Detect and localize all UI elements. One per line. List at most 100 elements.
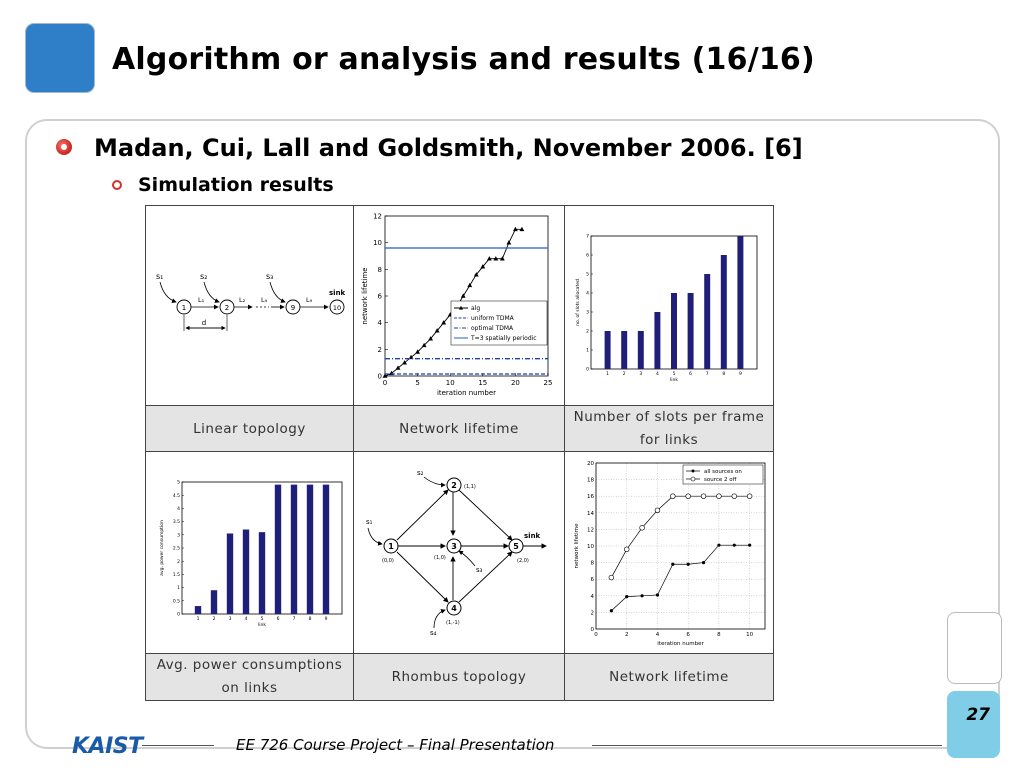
bar [290,484,298,614]
x-tick-label: 4 [656,371,659,377]
x-tick-label: 6 [686,632,690,638]
legend-label: T=3 spatially periodic [470,335,537,342]
legend-label: all sources on [704,469,742,475]
linear-link-label: L₉ [261,296,268,304]
bar [322,484,330,614]
x-tick-label: 6 [277,616,280,622]
x-tick-label: 8 [717,632,721,638]
bullet-subtitle: Simulation results [138,174,334,196]
x-tick-label: 9 [739,371,742,377]
plot-frame [595,462,766,630]
linear-distance-label: d [202,319,206,327]
linear-node-label: 1 [182,304,186,312]
data-point [731,493,737,499]
rhombus-node [446,477,462,493]
y-tick-label: 1 [177,585,180,591]
legend-label: optimal TDMA [471,325,514,332]
slots-figure: no. of slots allocated link 0 1 2 3 4 5 6 7 1 2 3 4 5 6… [564,205,774,406]
linear-node-label: 10 [333,304,341,312]
y-tick-label: 16 [587,494,594,500]
y-tick-label: 2 [591,610,595,616]
rhombus-node-label: 5 [513,542,519,551]
data-point [382,373,388,378]
x-tick-label: 2 [623,371,626,377]
bullet-citation: Madan, Cui, Lall and Goldsmith, November… [94,134,803,162]
linear-topology-figure: s₁ s₂ s₃ 1 2 9 10 L₁ L₂ [145,205,354,406]
linear-link-label: L₁ [198,296,205,304]
linear-sink-label: sink [329,289,346,297]
y-tick-label: 10 [373,239,382,247]
bar [637,331,644,369]
data-point [434,328,440,333]
data-point [499,256,505,261]
y-axis-label: network lifetime [574,523,580,569]
x-axis-label: link [670,377,678,383]
data-point [640,594,644,598]
legend-marker [690,476,696,482]
y-tick-label: 18 [587,478,594,484]
y-tick-label: 4.5 [173,493,180,499]
rhombus-sink-label: sink [524,532,541,540]
series-line [611,544,750,611]
rhombus-node [446,538,462,554]
data-point [700,493,707,499]
data-point [685,493,691,499]
rhombus-source-label: s₂ [417,469,424,477]
data-point [415,349,420,354]
caption-slots: Number of slots per frame for links [564,405,774,453]
series-line [611,495,750,578]
linear-link-label: L₂ [239,296,246,304]
y-axis-label: avg. power consumption [159,520,165,576]
rhombus-source-label: s₃ [476,566,483,574]
data-point [402,360,407,365]
data-point [654,507,661,514]
data-point [748,543,752,547]
y-tick-label: 0 [378,373,382,381]
figure-grid-top: s₁ s₂ s₃ 1 2 9 10 L₁ L₂ [145,205,774,453]
x-tick-label: 5 [673,371,676,377]
data-point [467,282,473,288]
rhombus-node-coord: (0,0) [382,558,394,564]
x-tick-label: 6 [689,371,692,377]
x-axis-label: iteration number [437,389,496,397]
legend-label: alg [471,305,480,312]
x-tick-label: 9 [325,616,328,622]
y-tick-label: 5 [177,480,180,486]
y-tick-label: 7 [586,234,589,240]
data-point [701,561,706,565]
y-tick-label: 3 [586,310,589,316]
data-point [609,609,613,613]
data-point [395,365,401,370]
data-point [519,226,525,232]
x-tick-label: 3 [229,616,232,622]
data-point [671,562,675,566]
x-tick-label: 15 [478,379,487,387]
footer-text: EE 726 Course Project – Final Presentati… [236,736,555,754]
bar [210,590,218,614]
legend-marker [459,305,463,310]
rhombus-node-label: 3 [451,542,457,551]
y-tick-label: 3.5 [173,519,180,525]
y-tick-label: 4 [177,506,180,512]
y-tick-label: 2 [177,559,180,565]
data-point [717,543,721,547]
bar [737,236,744,369]
legend-box [682,464,764,485]
y-tick-label: 6 [586,253,589,259]
rhombus-node-coord: (1,1) [464,484,476,490]
data-point [625,595,629,599]
bar [687,293,694,369]
linear-node-label: 2 [225,304,229,312]
caption-text: for links [639,432,699,448]
rhombus-source-label: s₄ [430,629,437,637]
rhombus-node-coord: (1,0) [434,555,446,561]
x-tick-label: 5 [261,616,264,622]
power-chart: avg. power consumption link 0 0.5 1 1.5 2 2.5 3 3… [159,480,343,628]
data-point [480,264,486,269]
caption-linear-topology: Linear topology [145,405,354,453]
x-tick-label: 20 [511,379,520,387]
bullet-level2-icon [112,180,122,190]
data-point [655,593,660,597]
bar [194,606,202,614]
y-tick-label: 6 [591,577,595,583]
